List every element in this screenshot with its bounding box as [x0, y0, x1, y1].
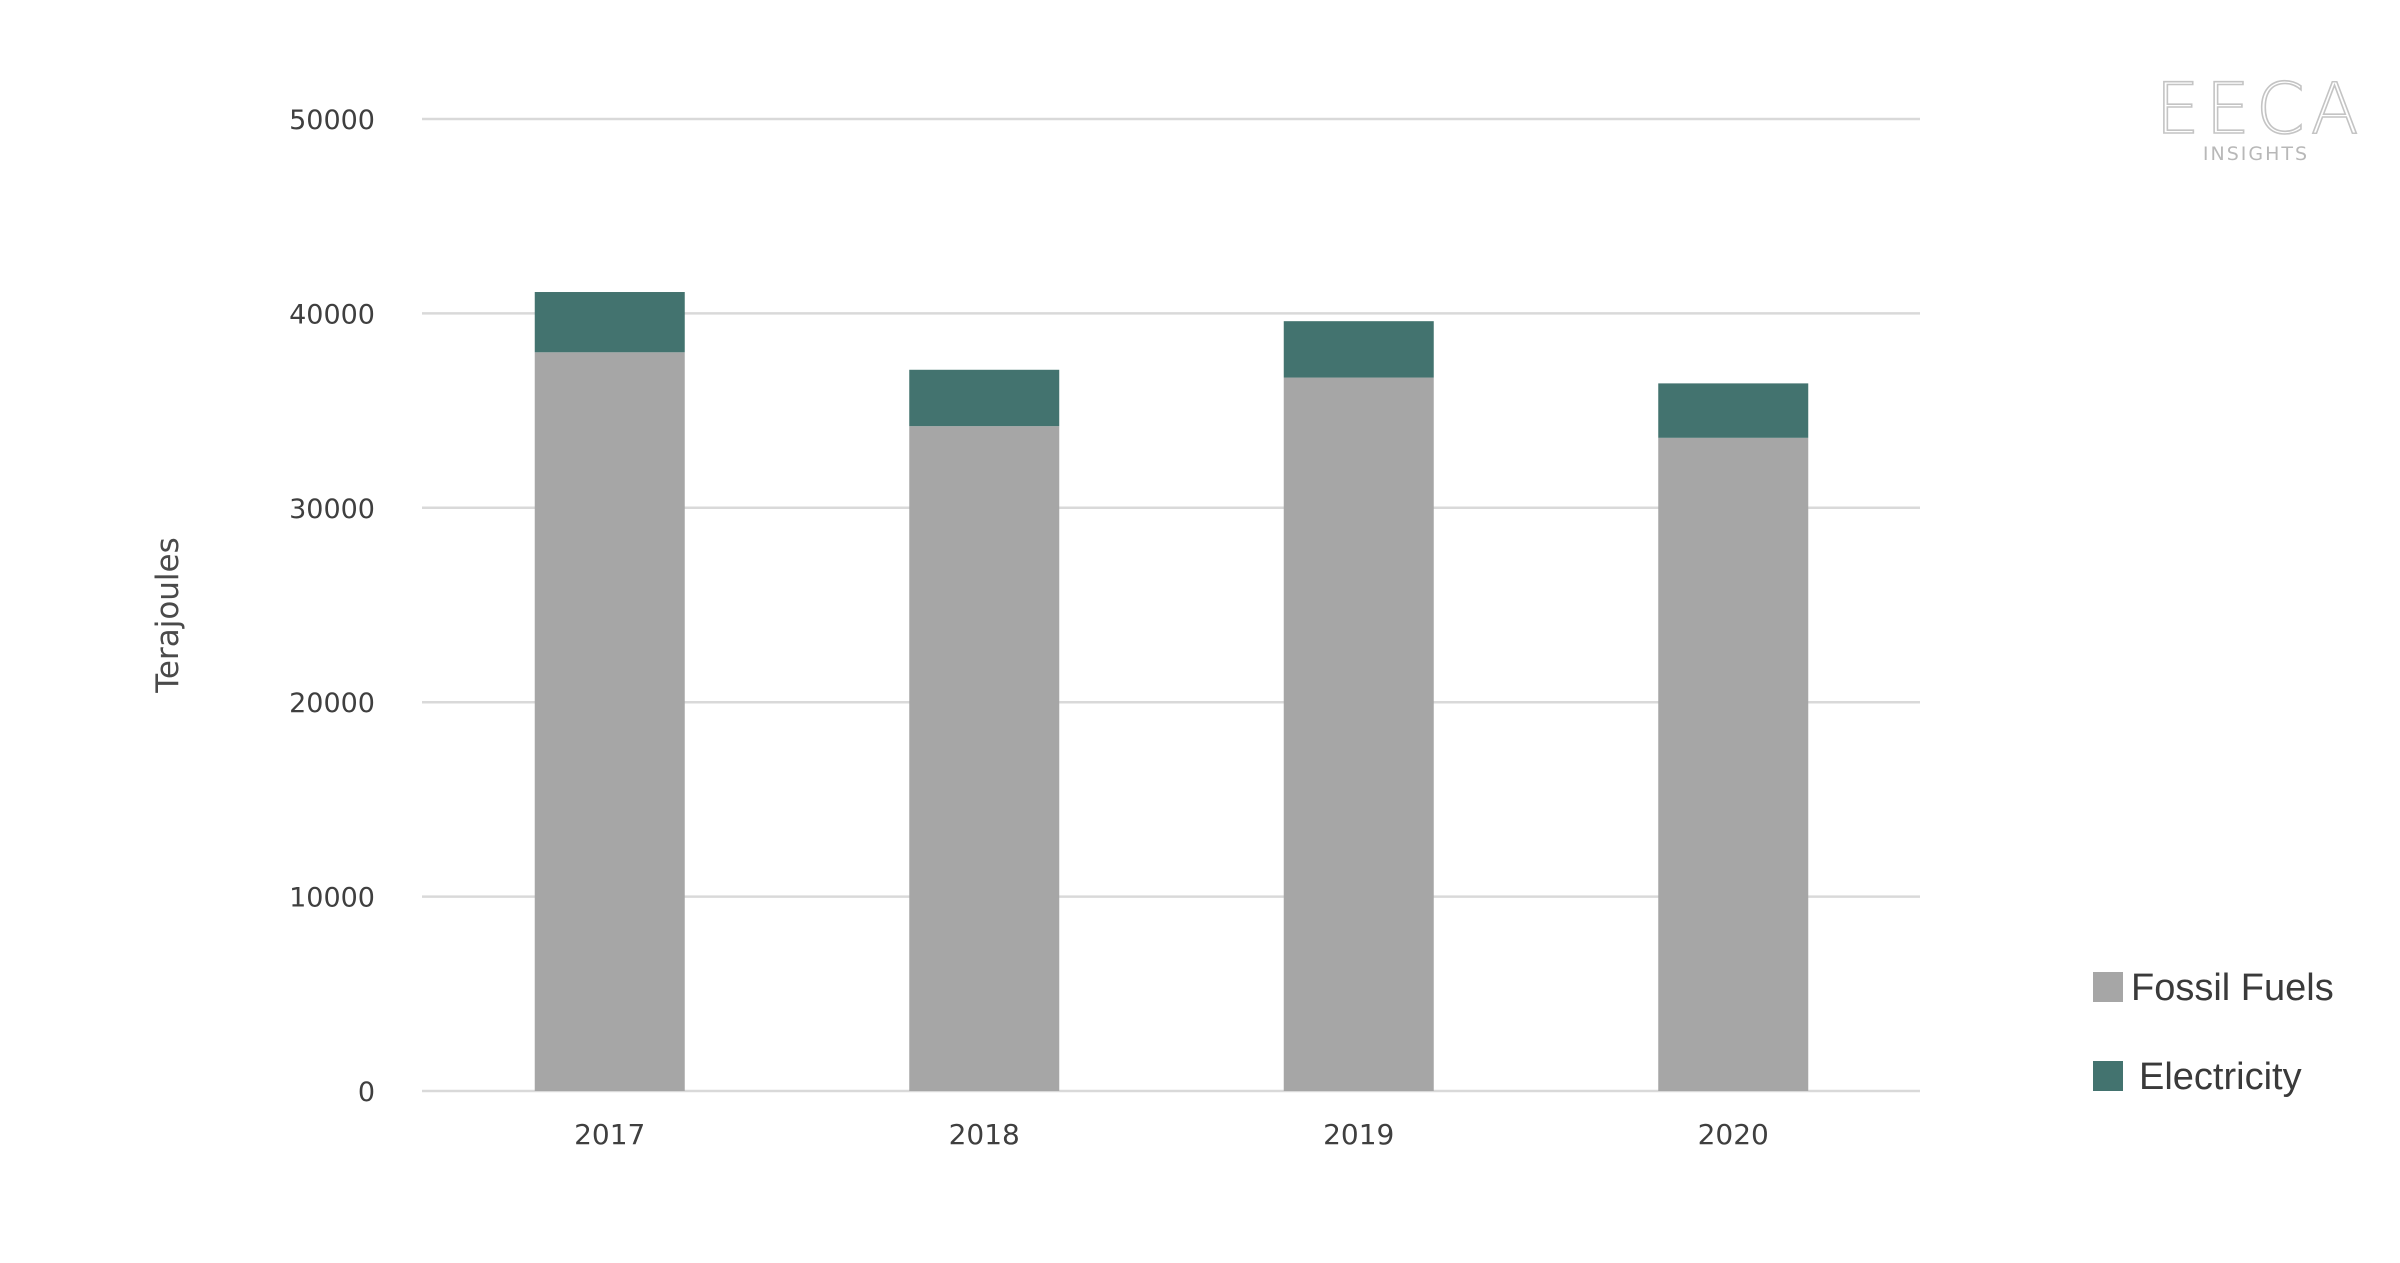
bars — [534, 292, 1809, 1092]
bar-electricity-2019 — [1283, 321, 1434, 378]
bar-electricity-2018 — [909, 369, 1060, 427]
y-tick-label: 30000 — [289, 494, 375, 525]
legend-swatch-fossil-fuels — [2093, 972, 2123, 1002]
x-axis-category-labels: 2017 2018 2019 2020 — [574, 1118, 1769, 1151]
bar-electricity-2020 — [1658, 383, 1809, 438]
eeca-logo: EECA INSIGHTS — [2155, 67, 2364, 165]
bar-electricity-2017 — [534, 292, 685, 353]
y-tick-label: 50000 — [289, 105, 375, 136]
x-tick-label: 2017 — [574, 1118, 645, 1151]
legend-swatch-electricity — [2093, 1061, 2123, 1091]
logo-wordmark: EECA — [2155, 68, 2364, 150]
y-tick-label: 20000 — [289, 688, 375, 719]
legend: Fossil Fuels Electricity — [2093, 967, 2334, 1098]
legend-label-fossil-fuels: Fossil Fuels — [2131, 967, 2334, 1009]
x-tick-label: 2019 — [1323, 1118, 1394, 1151]
y-tick-label: 0 — [358, 1077, 375, 1108]
logo-subtitle: INSIGHTS — [2203, 143, 2309, 165]
x-tick-label: 2020 — [1698, 1118, 1769, 1151]
y-axis-label: Terajoules — [150, 537, 186, 694]
y-tick-label: 10000 — [289, 883, 375, 914]
legend-label-electricity: Electricity — [2139, 1056, 2302, 1098]
bar-fossil-fuels-2019 — [1283, 377, 1434, 1091]
bar-fossil-fuels-2018 — [909, 426, 1060, 1092]
bar-fossil-fuels-2017 — [534, 352, 685, 1091]
x-tick-label: 2018 — [949, 1118, 1020, 1151]
y-tick-label: 40000 — [289, 299, 375, 330]
y-axis-tick-labels: 0 10000 20000 30000 40000 50000 — [289, 105, 375, 1108]
bar-fossil-fuels-2020 — [1658, 437, 1809, 1091]
